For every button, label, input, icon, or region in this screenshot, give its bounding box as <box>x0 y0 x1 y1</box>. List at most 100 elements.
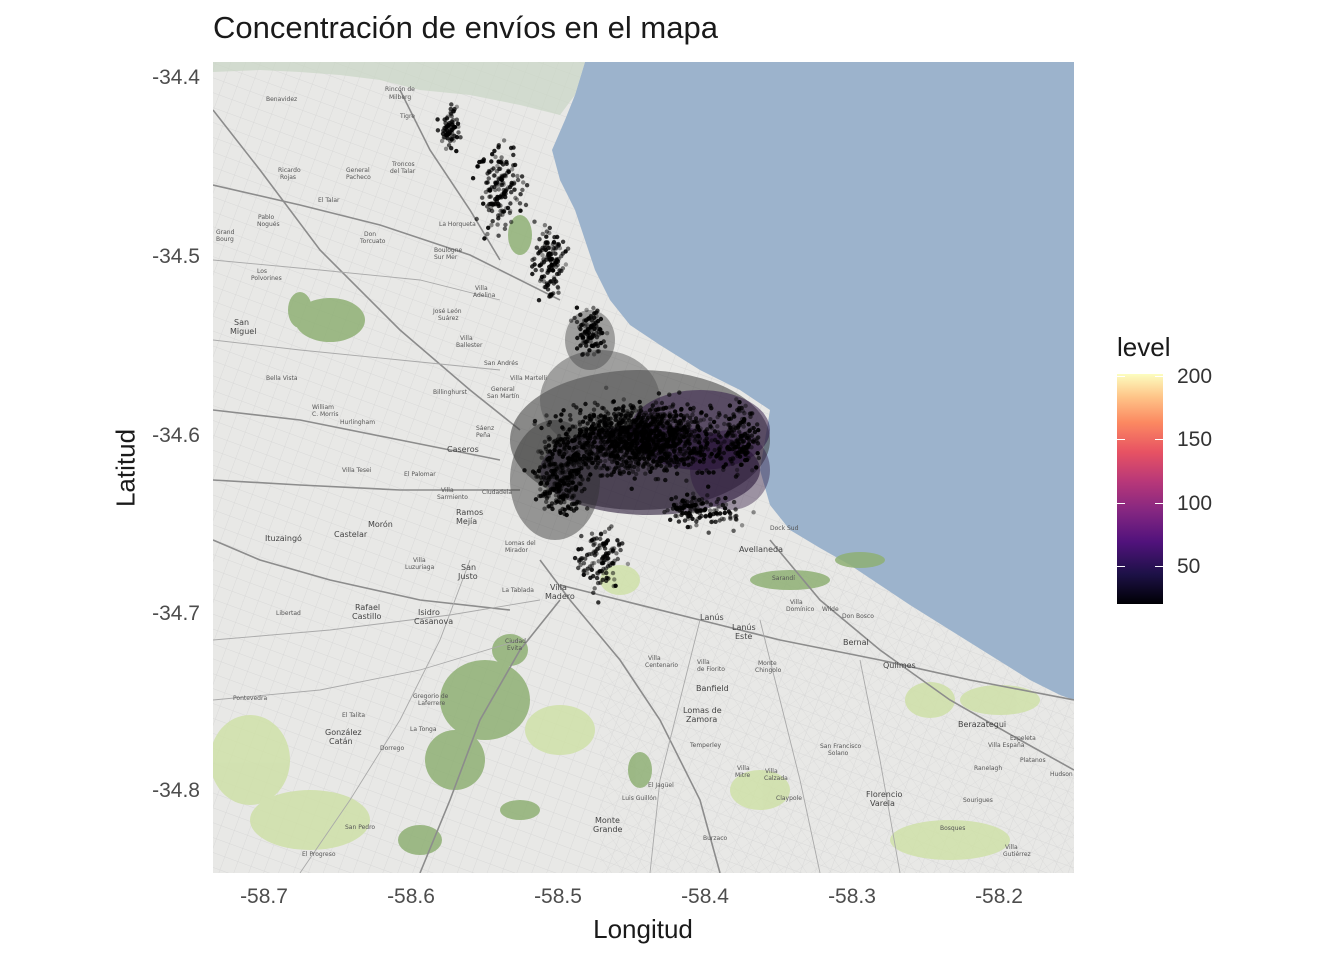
shipment-point <box>629 451 634 456</box>
shipment-point <box>718 456 723 461</box>
shipment-point <box>604 575 609 581</box>
svg-text:Peña: Peña <box>476 432 491 439</box>
shipment-point <box>538 475 544 480</box>
shipment-point <box>587 447 593 452</box>
svg-text:Caseros: Caseros <box>447 445 479 454</box>
shipment-point <box>687 415 693 421</box>
shipment-point <box>493 187 498 193</box>
shipment-point <box>639 429 644 434</box>
shipment-point <box>574 444 579 450</box>
shipment-point <box>572 475 577 480</box>
shipment-point <box>588 417 594 422</box>
shipment-point <box>661 405 666 411</box>
shipment-point <box>682 503 687 508</box>
shipment-point <box>557 495 562 500</box>
shipment-point <box>705 440 710 446</box>
shipment-point <box>627 463 632 469</box>
shipment-point <box>496 201 501 207</box>
shipment-point <box>542 439 547 444</box>
shipment-point <box>498 208 503 214</box>
shipment-point <box>501 138 507 143</box>
shipment-point <box>703 514 708 519</box>
shipment-point <box>560 468 566 473</box>
legend-tick <box>1155 503 1163 504</box>
shipment-point <box>635 467 641 472</box>
shipment-point <box>591 560 597 566</box>
shipment-point <box>579 533 584 539</box>
shipment-point <box>632 456 638 462</box>
shipment-point <box>741 424 746 429</box>
shipment-point <box>591 421 596 427</box>
shipment-point <box>504 159 509 165</box>
svg-text:Polvorines: Polvorines <box>251 275 282 282</box>
shipment-point <box>704 468 709 473</box>
svg-text:de Fiorito: de Fiorito <box>697 666 725 673</box>
shipment-point <box>665 508 670 513</box>
shipment-point <box>747 427 752 433</box>
shipment-point <box>679 500 684 506</box>
shipment-point <box>580 426 586 432</box>
shipment-point <box>475 164 480 169</box>
shipment-point <box>496 233 501 238</box>
shipment-point <box>734 467 740 473</box>
svg-text:Villa Tesei: Villa Tesei <box>342 467 372 474</box>
shipment-point <box>580 352 585 357</box>
svg-text:Villa España: Villa España <box>988 742 1025 749</box>
shipment-point <box>570 495 575 500</box>
shipment-point <box>672 449 677 454</box>
shipment-point <box>569 502 575 507</box>
shipment-point <box>623 445 628 450</box>
shipment-point <box>706 484 711 489</box>
shipment-point <box>682 434 687 439</box>
shipment-point <box>542 462 547 468</box>
svg-text:Villa: Villa <box>648 655 661 662</box>
shipment-point <box>574 450 579 456</box>
shipment-point <box>580 335 585 340</box>
shipment-point <box>539 480 544 485</box>
shipment-point <box>591 574 596 579</box>
shipment-point <box>722 510 727 516</box>
shipment-point <box>721 517 726 522</box>
shipment-point <box>598 536 603 542</box>
secondary-roads <box>213 259 901 873</box>
shipment-point <box>608 446 613 451</box>
svg-text:C. Morris: C. Morris <box>312 411 338 418</box>
shipment-point <box>576 481 582 486</box>
shipment-point <box>665 451 671 456</box>
shipment-point <box>596 326 602 332</box>
svg-text:San: San <box>234 318 249 327</box>
shipment-point <box>687 509 693 514</box>
shipment-point <box>555 284 560 290</box>
shipment-point <box>590 561 595 566</box>
shipment-point <box>489 185 495 190</box>
svg-text:Villa: Villa <box>790 599 803 606</box>
shipment-point <box>588 426 593 432</box>
shipment-point <box>673 513 678 519</box>
shipment-point <box>584 450 589 455</box>
shipment-point <box>712 447 717 453</box>
svg-text:Monte: Monte <box>758 660 777 667</box>
shipment-point <box>713 519 718 524</box>
shipment-point <box>756 455 761 461</box>
shipment-point <box>689 434 694 439</box>
svg-text:Gutiérrez: Gutiérrez <box>1003 851 1031 858</box>
shipment-point <box>540 245 545 251</box>
shipment-point <box>677 508 682 513</box>
shipment-point <box>751 425 756 431</box>
shipment-point <box>591 305 596 311</box>
shipment-point <box>536 469 542 474</box>
shipment-point <box>518 192 523 197</box>
shipment-point <box>656 422 661 427</box>
shipment-point <box>697 440 702 445</box>
shipment-point <box>715 440 720 445</box>
shipment-point <box>570 424 575 429</box>
shipment-point <box>593 465 599 470</box>
svg-text:Platanos: Platanos <box>1020 757 1046 764</box>
shipment-point <box>579 323 584 328</box>
shipment-point <box>593 456 599 461</box>
svg-text:San: San <box>461 563 476 572</box>
shipment-point <box>595 580 601 586</box>
shipment-point <box>701 456 707 462</box>
shipment-point <box>574 305 580 310</box>
shipment-point <box>518 208 523 213</box>
